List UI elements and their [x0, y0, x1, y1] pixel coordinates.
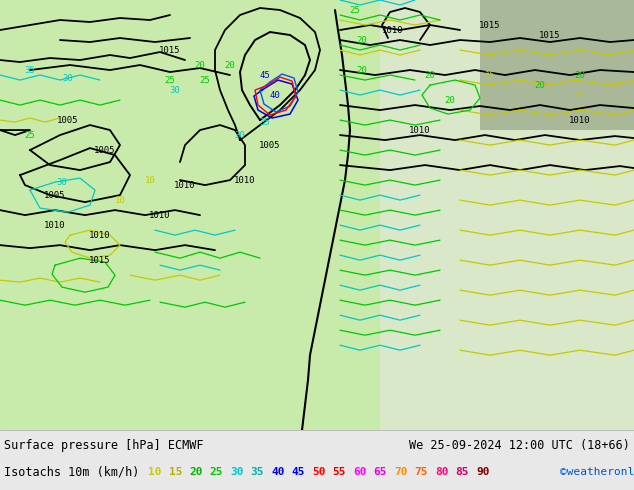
Text: 30: 30	[56, 177, 67, 187]
Text: 85: 85	[455, 467, 469, 477]
Text: 1015: 1015	[540, 30, 560, 40]
Text: 15: 15	[574, 91, 585, 99]
Text: 1005: 1005	[259, 141, 281, 149]
Text: 20: 20	[356, 66, 367, 74]
Polygon shape	[380, 0, 634, 430]
Text: 35: 35	[260, 118, 270, 126]
Text: 1010: 1010	[234, 175, 256, 185]
Text: 1010: 1010	[569, 116, 591, 124]
Text: 1005: 1005	[44, 191, 66, 199]
Text: ©weatheronline.co.uk: ©weatheronline.co.uk	[560, 467, 634, 477]
Text: 25: 25	[165, 75, 176, 85]
Text: 35: 35	[250, 467, 264, 477]
Text: 20: 20	[189, 467, 202, 477]
Text: 1010: 1010	[149, 211, 171, 220]
Text: Surface pressure [hPa] ECMWF: Surface pressure [hPa] ECMWF	[4, 439, 204, 452]
Text: 1005: 1005	[94, 146, 116, 154]
Text: 25: 25	[200, 75, 210, 85]
Text: 45: 45	[292, 467, 305, 477]
Text: We 25-09-2024 12:00 UTC (18+66): We 25-09-2024 12:00 UTC (18+66)	[409, 439, 630, 452]
Text: 20: 20	[444, 96, 455, 104]
Text: 70: 70	[394, 467, 408, 477]
Text: 55: 55	[332, 467, 346, 477]
Text: 1015: 1015	[159, 46, 181, 54]
Text: 1010: 1010	[382, 25, 404, 34]
Text: 1010: 1010	[89, 231, 111, 240]
Text: 25: 25	[209, 467, 223, 477]
Text: 40: 40	[271, 467, 285, 477]
Text: 1010: 1010	[410, 125, 430, 135]
Text: 30: 30	[63, 74, 74, 82]
Text: 30: 30	[230, 467, 243, 477]
Text: 90: 90	[476, 467, 489, 477]
Text: 30: 30	[235, 130, 245, 140]
Text: 10: 10	[145, 175, 155, 185]
Text: 45: 45	[260, 71, 270, 79]
Text: 35: 35	[25, 66, 36, 74]
Text: 1010: 1010	[174, 181, 196, 190]
Text: 30: 30	[170, 86, 181, 95]
Text: 1010: 1010	[44, 220, 66, 230]
Text: 15: 15	[610, 80, 621, 90]
Text: 10: 10	[115, 196, 126, 205]
Text: 75: 75	[415, 467, 428, 477]
Text: 10: 10	[148, 467, 162, 477]
Text: 20: 20	[356, 35, 367, 45]
Text: 25: 25	[349, 5, 360, 15]
Text: 1005: 1005	[57, 116, 79, 124]
Text: 80: 80	[435, 467, 448, 477]
Text: Isotachs 10m (km/h): Isotachs 10m (km/h)	[4, 466, 139, 479]
Text: 40: 40	[269, 91, 280, 99]
Text: 20: 20	[574, 71, 585, 79]
Text: 60: 60	[353, 467, 366, 477]
Text: 65: 65	[373, 467, 387, 477]
Text: 20: 20	[425, 71, 436, 79]
Text: 15: 15	[484, 71, 495, 79]
Text: 50: 50	[312, 467, 325, 477]
Text: 20: 20	[224, 61, 235, 70]
Text: 20: 20	[534, 80, 545, 90]
Text: 1015: 1015	[89, 256, 111, 265]
Text: 15: 15	[169, 467, 182, 477]
Text: 25: 25	[25, 130, 36, 140]
Text: 20: 20	[195, 61, 205, 70]
Text: 1015: 1015	[479, 21, 501, 29]
Polygon shape	[480, 0, 634, 130]
